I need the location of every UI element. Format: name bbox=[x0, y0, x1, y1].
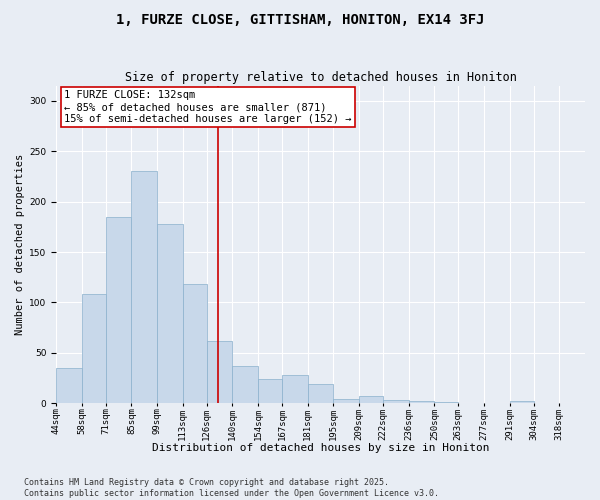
Bar bbox=[510, 402, 533, 404]
Text: Contains HM Land Registry data © Crown copyright and database right 2025.
Contai: Contains HM Land Registry data © Crown c… bbox=[24, 478, 439, 498]
Bar bbox=[232, 366, 258, 404]
Bar bbox=[131, 172, 157, 404]
Bar bbox=[56, 368, 82, 404]
X-axis label: Distribution of detached houses by size in Honiton: Distribution of detached houses by size … bbox=[152, 442, 490, 452]
Bar bbox=[157, 224, 183, 404]
Bar bbox=[183, 284, 207, 404]
Title: Size of property relative to detached houses in Honiton: Size of property relative to detached ho… bbox=[125, 72, 517, 85]
Text: 1 FURZE CLOSE: 132sqm
← 85% of detached houses are smaller (871)
15% of semi-det: 1 FURZE CLOSE: 132sqm ← 85% of detached … bbox=[64, 90, 352, 124]
Text: 1, FURZE CLOSE, GITTISHAM, HONITON, EX14 3FJ: 1, FURZE CLOSE, GITTISHAM, HONITON, EX14… bbox=[116, 12, 484, 26]
Bar bbox=[82, 294, 106, 404]
Bar bbox=[282, 375, 308, 404]
Bar bbox=[334, 400, 359, 404]
Bar bbox=[409, 402, 434, 404]
Y-axis label: Number of detached properties: Number of detached properties bbox=[15, 154, 25, 335]
Bar bbox=[258, 379, 282, 404]
Bar bbox=[383, 400, 409, 404]
Bar bbox=[207, 341, 232, 404]
Bar bbox=[106, 217, 131, 404]
Bar bbox=[434, 402, 458, 404]
Bar bbox=[308, 384, 334, 404]
Bar bbox=[359, 396, 383, 404]
